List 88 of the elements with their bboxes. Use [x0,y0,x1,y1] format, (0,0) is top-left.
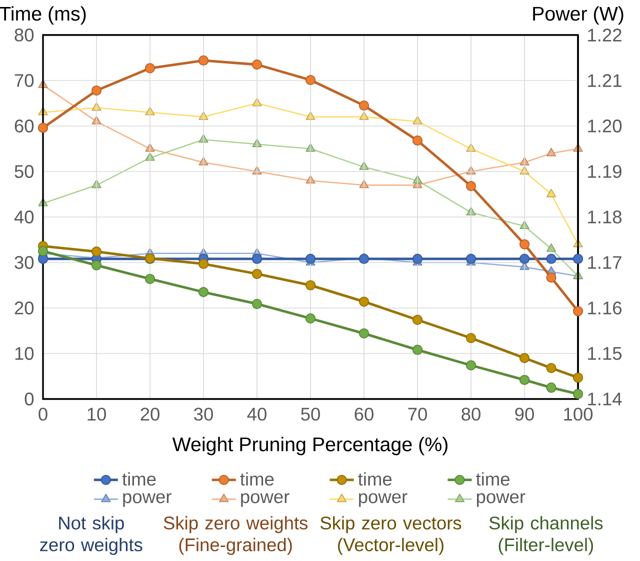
point [198,258,209,269]
x-tick-label: 30 [194,408,213,421]
point [466,254,476,264]
point [519,374,530,385]
y2-tick-label: 1.15 [588,347,622,360]
legend-label: time [240,472,274,486]
point [519,254,530,264]
y2-tick-label: 1.20 [588,120,622,132]
text: Skip channels (Filter-level) [489,516,603,555]
point [412,344,423,355]
x-tick-label: 50 [301,408,320,421]
point [546,272,556,283]
point [252,60,262,70]
point [198,287,209,298]
legend-label: power [241,493,290,507]
point [546,188,556,198]
legend-label: time [476,472,510,486]
point [546,254,556,264]
point [91,85,102,96]
point [38,122,48,133]
y2-tick-label: 1.22 [588,28,622,42]
legend-label: time [122,472,156,486]
x-tick-label: 10 [88,408,106,421]
point [546,362,556,374]
point [546,382,556,393]
y-tick-label: 30 [14,256,34,269]
y-axis-title: Time (ms) [0,6,86,25]
x-tick-label: 70 [408,408,427,421]
y-tick-label: 80 [14,28,34,42]
point [412,254,423,264]
point [572,372,584,383]
legend-label: power [476,493,526,507]
text: Not skip zero weights [40,516,142,555]
x-tick-label: 40 [247,408,266,421]
text: Skip zero weights (Fine-grained) [164,516,308,555]
point [91,246,102,257]
x-tick-label: 80 [462,408,480,421]
point [572,254,584,264]
point [466,360,476,370]
x-tick-label: 0 [38,408,48,421]
y2-tick-label: 1.21 [588,74,622,87]
text: Skip zero vectors (Vector-level) [320,516,462,555]
point [198,55,209,66]
y-tick-label: 60 [14,120,34,132]
y2-axis-title: Power (W) [533,6,624,25]
point [144,63,156,74]
point [466,181,476,192]
point [519,239,530,250]
y-tick-label: 70 [14,74,34,87]
point [572,388,584,400]
point [252,298,262,309]
y-tick-label: 20 [14,302,34,314]
point [466,332,476,344]
point [546,243,556,252]
y-tick-label: 0 [24,392,34,406]
y2-tick-label: 1.17 [588,256,622,269]
x-tick-label: 60 [354,408,374,421]
point [519,352,530,364]
point [358,254,370,264]
point [305,74,316,86]
legend-label: power [359,493,408,507]
x-axis-title: Weight Pruning Percentage (%) [172,436,448,456]
y2-tick-label: 1.14 [588,392,622,406]
y-tick-label: 10 [15,347,34,360]
point [572,306,584,316]
legend-label: power [123,493,172,507]
legend-label: time [358,472,392,486]
point [252,268,262,279]
point [252,254,262,264]
point [358,328,370,339]
y2-tick-label: 1.18 [588,210,622,224]
y2-tick-label: 1.16 [588,302,622,314]
point [144,274,156,284]
x-tick-label: 20 [140,408,160,421]
point [91,260,102,270]
point [412,136,423,146]
point [305,254,316,264]
y-tick-label: 50 [14,165,34,178]
point [305,280,316,290]
point [358,296,370,307]
point [358,100,370,111]
x-tick-label: 90 [515,408,534,421]
y-tick-label: 40 [14,210,34,224]
y2-tick-label: 1.19 [588,165,622,178]
point [546,148,556,156]
point [412,314,423,325]
x-tick-label: 100 [564,408,593,421]
point [305,313,316,324]
